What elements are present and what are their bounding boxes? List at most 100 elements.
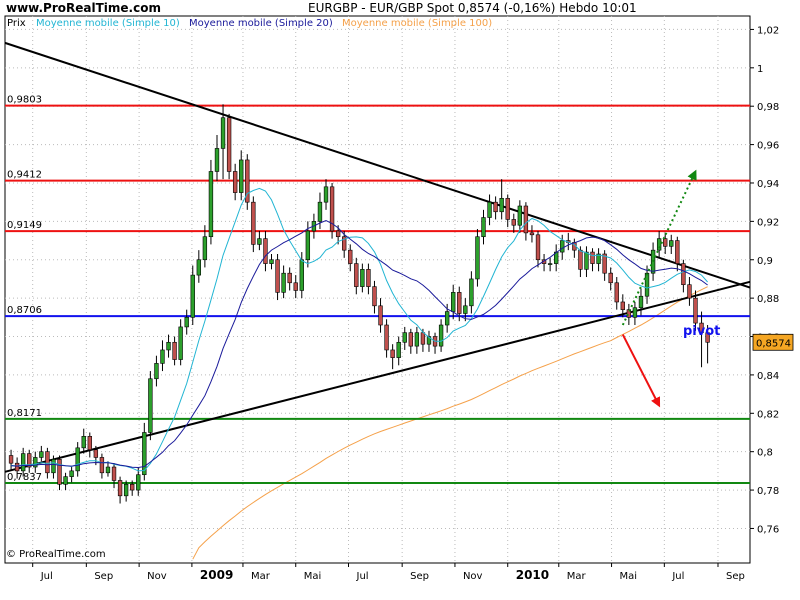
candle-body — [499, 198, 504, 213]
candle-body — [39, 451, 44, 458]
plot-border — [4, 15, 751, 564]
legend-sma20: Moyenne mobile (Simple 20) — [189, 18, 333, 29]
candle-body — [396, 341, 401, 358]
candle-body — [687, 284, 692, 299]
candle-body — [87, 436, 92, 451]
candle-body — [493, 201, 498, 213]
candle-body — [681, 263, 686, 286]
arrow-solid — [621, 334, 661, 408]
candle-body — [299, 259, 304, 291]
candle-body — [451, 292, 456, 312]
level-label: 0,8171 — [7, 408, 42, 419]
trendlines — [4, 41, 751, 473]
y-tick-label: 1 — [757, 64, 763, 75]
candle-body — [360, 269, 365, 287]
candle-body — [136, 474, 141, 491]
candle-body — [590, 251, 595, 264]
x-tick-label: Mar — [251, 571, 271, 582]
candle-body — [390, 349, 395, 358]
plot-frame — [4, 15, 751, 564]
sma100-path — [192, 286, 708, 560]
candle-body — [475, 236, 480, 280]
y-axis: 0,760,780,80,820,840,860,880,90,920,940,… — [750, 25, 794, 535]
x-tick-label: Mai — [304, 571, 322, 582]
candle-body — [251, 201, 256, 245]
candle-body — [523, 205, 529, 234]
legend-price: Prix — [7, 18, 26, 29]
x-tick-label: Mar — [567, 571, 587, 582]
candle-body — [699, 322, 704, 333]
candle-body — [105, 466, 111, 474]
candle-body — [632, 307, 638, 318]
candle-body — [130, 484, 135, 491]
candle-body — [444, 311, 450, 326]
sma100-line — [192, 286, 708, 560]
candle-body — [463, 305, 468, 314]
candle-body — [93, 449, 99, 458]
y-tick-label: 0,88 — [757, 294, 779, 305]
y-tick-label: 0,76 — [757, 524, 779, 535]
candle-body — [81, 436, 86, 449]
candle-body — [75, 447, 80, 472]
candle-body — [245, 159, 250, 203]
trendline-upper — [4, 41, 751, 289]
candle-body — [620, 301, 625, 310]
candle-body — [190, 274, 195, 318]
candle-body — [517, 205, 523, 226]
candle-body — [626, 309, 632, 318]
candle-body — [20, 453, 26, 472]
candle-body — [111, 466, 117, 481]
candle-body — [438, 324, 444, 347]
y-tick-label: 0,92 — [757, 217, 779, 228]
candle-body — [45, 451, 50, 474]
candle-body — [287, 272, 292, 284]
x-axis: Jul Sep Nov 2009 Mar Mai Jul Sep Nov 2010 Mar Mai Ju… — [32, 563, 745, 582]
level-labels: 0,9803 0,9412 0,9149 0,8706 0,8171 0,7837 pivo… — [7, 95, 720, 483]
candle-body — [348, 249, 353, 264]
candle-body — [63, 476, 68, 485]
y-tick-label: 0,98 — [757, 102, 779, 113]
y-tick-label: 0,96 — [757, 141, 779, 152]
horizontal-levels — [5, 104, 750, 484]
trendline-lower — [4, 280, 751, 473]
y-tick-label: 1,02 — [757, 25, 779, 36]
candle-body — [602, 253, 607, 274]
candle-body — [481, 217, 486, 238]
legend-sma10: Moyenne mobile (Simple 10) — [36, 18, 180, 29]
x-tick-label: Jul — [671, 571, 684, 582]
legend: Prix Moyenne mobile (Simple 10) Moyenne … — [7, 18, 492, 29]
candle-body — [535, 234, 541, 261]
y-tick-label: 0,82 — [757, 409, 779, 420]
candle-body — [420, 332, 426, 345]
legend-sma100: Moyenne mobile (Simple 100) — [342, 18, 492, 29]
candle-body — [232, 171, 238, 193]
x-tick-label: 2010 — [516, 568, 549, 582]
level-label: 0,9412 — [7, 170, 42, 181]
current-price-label: 0,8574 — [756, 338, 791, 349]
candle-body — [317, 201, 323, 222]
candle-body — [335, 230, 341, 238]
candle-body — [675, 240, 680, 264]
x-tick-label: Jul — [356, 571, 369, 582]
candle-body — [366, 269, 371, 287]
x-tick-label: Sep — [410, 571, 429, 582]
candle-body — [178, 326, 183, 360]
candle-body — [269, 259, 274, 264]
level-label: 0,8706 — [7, 305, 42, 316]
site-title[interactable]: www.ProRealTime.com — [6, 1, 161, 15]
candle-body — [99, 457, 105, 474]
candle-body — [608, 272, 613, 284]
candle-body — [402, 332, 407, 343]
candle-body — [408, 332, 413, 347]
x-tick-label: Jul — [40, 571, 53, 582]
candle-body — [469, 278, 474, 307]
y-tick-label: 0,8 — [757, 448, 773, 459]
candle-body — [184, 317, 189, 328]
candle-body — [342, 236, 347, 251]
candle-body — [196, 259, 201, 276]
candle-body — [669, 240, 674, 247]
level-label: 0,7837 — [7, 472, 42, 483]
candle-body — [705, 332, 710, 343]
candle-body — [547, 263, 553, 265]
